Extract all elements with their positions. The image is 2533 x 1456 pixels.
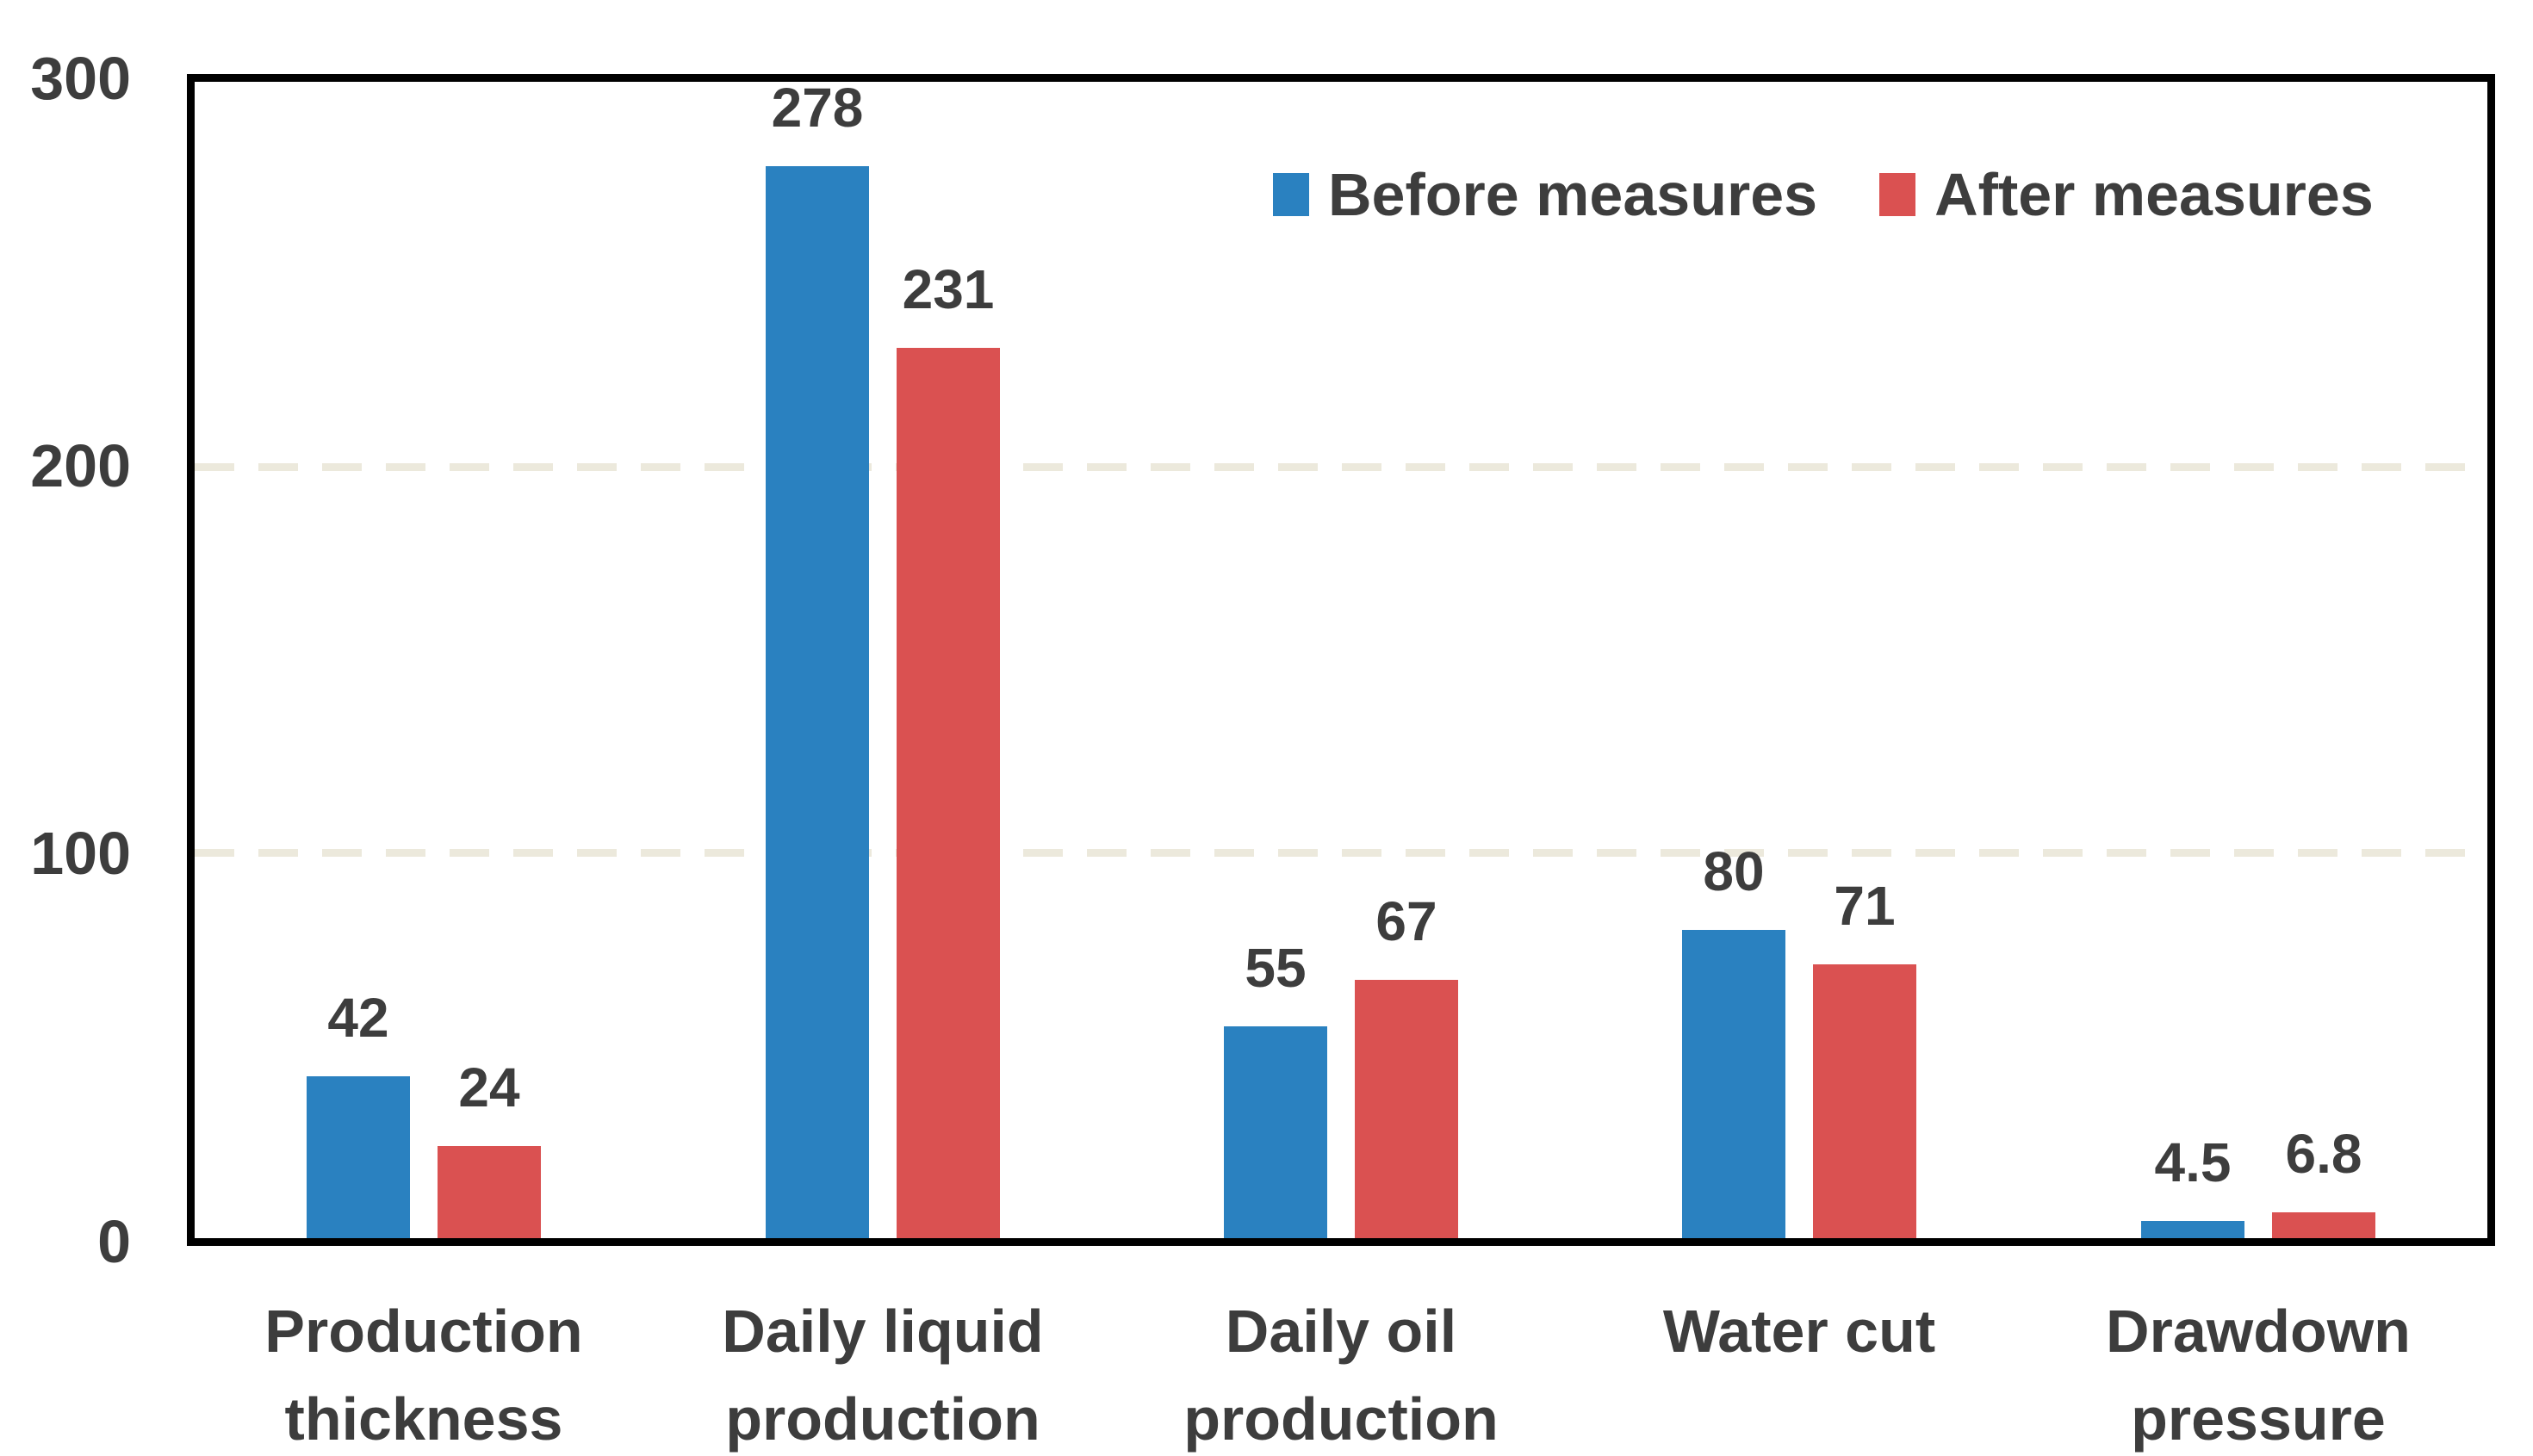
legend-label-after: After measures	[1934, 161, 2374, 228]
legend: Before measures After measures	[1273, 164, 2374, 225]
bar-value-label-after-measures-daily-liquid-production: 231	[902, 258, 995, 320]
category-label-daily-oil-production: Daily oil production	[1183, 1298, 1499, 1453]
bar-after-measures-daily-liquid-production	[897, 348, 1000, 1238]
bar-before-measures-daily-liquid-production	[766, 166, 869, 1238]
y-tick-label-100: 100	[30, 820, 131, 887]
legend-swatch-before-icon	[1273, 173, 1309, 216]
bar-value-label-before-measures-production-thickness: 42	[327, 987, 389, 1049]
legend-item-before: Before measures	[1273, 164, 1817, 225]
category-label-drawdown-pressure: Drawdown pressure	[2106, 1298, 2411, 1453]
legend-item-after: After measures	[1879, 164, 2374, 225]
bar-after-measures-drawdown-pressure	[2272, 1212, 2375, 1238]
bar-value-label-after-measures-drawdown-pressure: 6.8	[2285, 1123, 2362, 1185]
category-label-production-thickness: Production thickness	[264, 1298, 583, 1453]
gridline-100	[195, 849, 2487, 857]
category-label-daily-liquid-production: Daily liquid production	[722, 1298, 1044, 1453]
bar-after-measures-production-thickness	[438, 1146, 541, 1238]
bar-value-label-before-measures-water-cut: 80	[1703, 840, 1765, 902]
bar-value-label-before-measures-daily-liquid-production: 278	[771, 77, 864, 139]
bar-before-measures-water-cut	[1682, 930, 1785, 1238]
y-tick-label-200: 200	[30, 432, 131, 499]
y-tick-label-0: 0	[97, 1208, 131, 1275]
category-label-water-cut: Water cut	[1662, 1298, 1936, 1365]
legend-swatch-after-icon	[1879, 173, 1916, 216]
bar-value-label-after-measures-daily-oil-production: 67	[1375, 890, 1437, 952]
legend-label-before: Before measures	[1328, 161, 1818, 228]
bar-value-label-before-measures-drawdown-pressure: 4.5	[2154, 1131, 2232, 1193]
gridline-200	[195, 463, 2487, 471]
bar-value-label-after-measures-production-thickness: 24	[458, 1056, 520, 1118]
plot-area: Before measures After measures 42 24 278 23…	[187, 74, 2495, 1246]
bar-before-measures-production-thickness	[307, 1076, 410, 1238]
bar-value-label-before-measures-daily-oil-production: 55	[1245, 937, 1307, 999]
bar-before-measures-drawdown-pressure	[2141, 1221, 2244, 1238]
bar-before-measures-daily-oil-production	[1224, 1026, 1327, 1238]
bar-after-measures-water-cut	[1813, 964, 1916, 1238]
bar-value-label-after-measures-water-cut: 71	[1834, 875, 1896, 937]
y-tick-label-300: 300	[30, 45, 131, 112]
bar-after-measures-daily-oil-production	[1355, 980, 1458, 1238]
